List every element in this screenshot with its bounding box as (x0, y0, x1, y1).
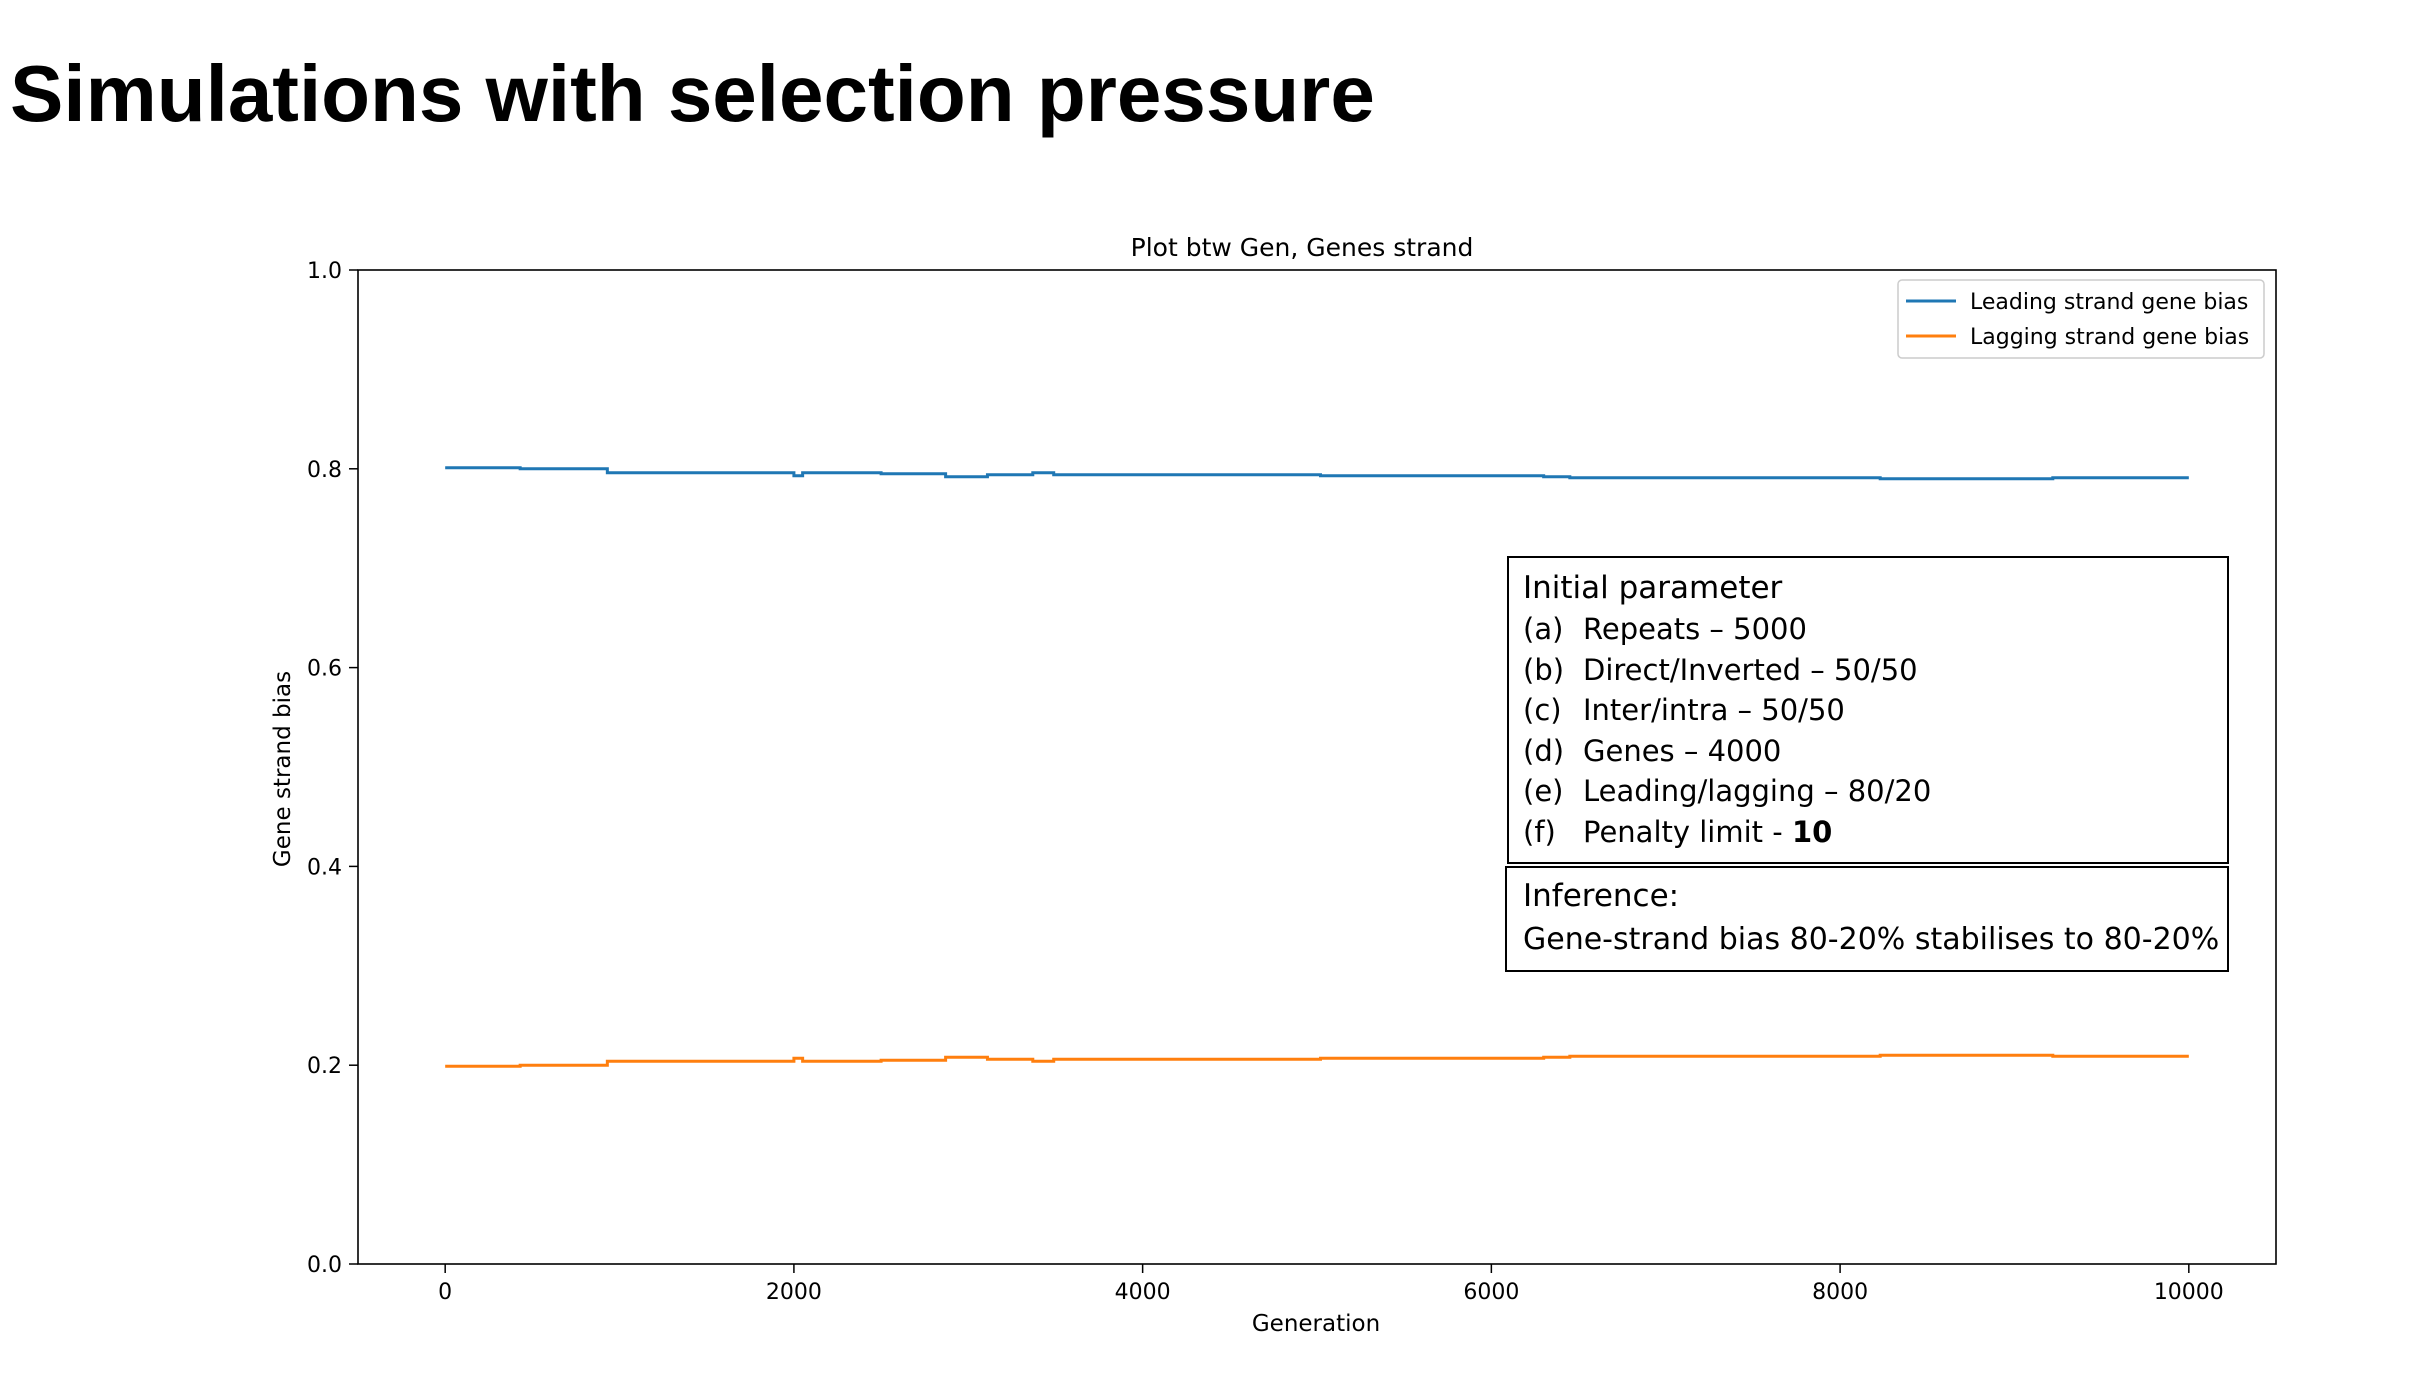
param-value-bold: 10 (1791, 814, 1833, 849)
leading-strand-line (445, 466, 2189, 481)
inference-text: Gene-strand bias 80-20% stabilises to 80… (1523, 922, 2220, 957)
param-text: Inter/intra – 50/50 (1583, 693, 1845, 727)
y-axis-label: Gene strand bias (270, 671, 296, 867)
legend-frame (1897, 279, 2265, 359)
param-marker: (f) (1523, 814, 1556, 849)
x-tick-label: 6000 (1463, 1280, 1519, 1305)
param-item: (b) Direct/Inverted – 50/50 (1523, 650, 2213, 691)
param-text: Genes – 4000 (1583, 733, 1782, 768)
plot-frame (357, 269, 2277, 1265)
params-list: (a) Repeats – 5000 (b) Direct/Inverted – 50… (1523, 609, 2213, 852)
legend-leading-label: Leading strand gene bias (1970, 290, 2248, 315)
x-tick-label: 4000 (1115, 1280, 1171, 1305)
legend: Leading strand gene bias Lagging strand … (1897, 279, 2265, 359)
y-tick-label: 0.6 (307, 657, 342, 682)
param-text: Leading/lagging – 80/20 (1583, 774, 1932, 808)
y-tick-label: 0.0 (307, 1253, 342, 1278)
param-text: Direct/Inverted – 50/50 (1583, 652, 1918, 687)
initial-parameters-box: Initial parameter (a) Repeats – 5000 (b) Di… (1507, 556, 2229, 864)
param-marker: (d) (1523, 733, 1565, 768)
param-item: (a) Repeats – 5000 (1523, 609, 2213, 650)
y-tick-label: 1.0 (307, 259, 342, 284)
lagging-strand-line (445, 1053, 2189, 1068)
param-item: (c) Inter/intra – 50/50 (1523, 690, 2213, 731)
inference-box: Inference: Gene-strand bias 80-20% stabi… (1505, 866, 2229, 972)
x-tick-label: 8000 (1812, 1280, 1868, 1305)
param-text: Penalty limit - (1583, 814, 1792, 849)
param-marker: (a) (1523, 612, 1564, 646)
x-tick-label: 0 (438, 1280, 452, 1305)
y-tick-label: 0.2 (307, 1054, 342, 1079)
y-tick-label: 0.8 (307, 458, 342, 483)
axis-ticks: 0 2000 4000 6000 8000 10000 0.0 0.2 0.4 0.6 0.8 1.0 (307, 259, 2224, 1305)
params-heading: Initial parameter (1523, 570, 1783, 606)
chart-title: Plot btw Gen, Genes strand (1131, 233, 1474, 262)
inference-heading: Inference: (1523, 878, 1680, 914)
x-tick-label: 2000 (766, 1280, 822, 1305)
y-tick-label: 0.4 (307, 855, 342, 880)
legend-lagging-label: Lagging strand gene bias (1970, 325, 2249, 350)
param-marker: (b) (1523, 652, 1565, 687)
param-item: (d) Genes – 4000 (1523, 731, 2213, 772)
param-item: (f) Penalty limit - 10 (1523, 812, 2213, 853)
param-marker: (e) (1523, 774, 1564, 808)
param-item: (e) Leading/lagging – 80/20 (1523, 771, 2213, 812)
param-text: Repeats – 5000 (1583, 612, 1807, 646)
x-axis-label: Generation (1252, 1311, 1380, 1337)
series-layer (445, 466, 2189, 1068)
slide-title: Simulations with selection pressure (10, 49, 1375, 138)
param-marker: (c) (1523, 693, 1562, 727)
x-tick-label: 10000 (2154, 1280, 2224, 1305)
